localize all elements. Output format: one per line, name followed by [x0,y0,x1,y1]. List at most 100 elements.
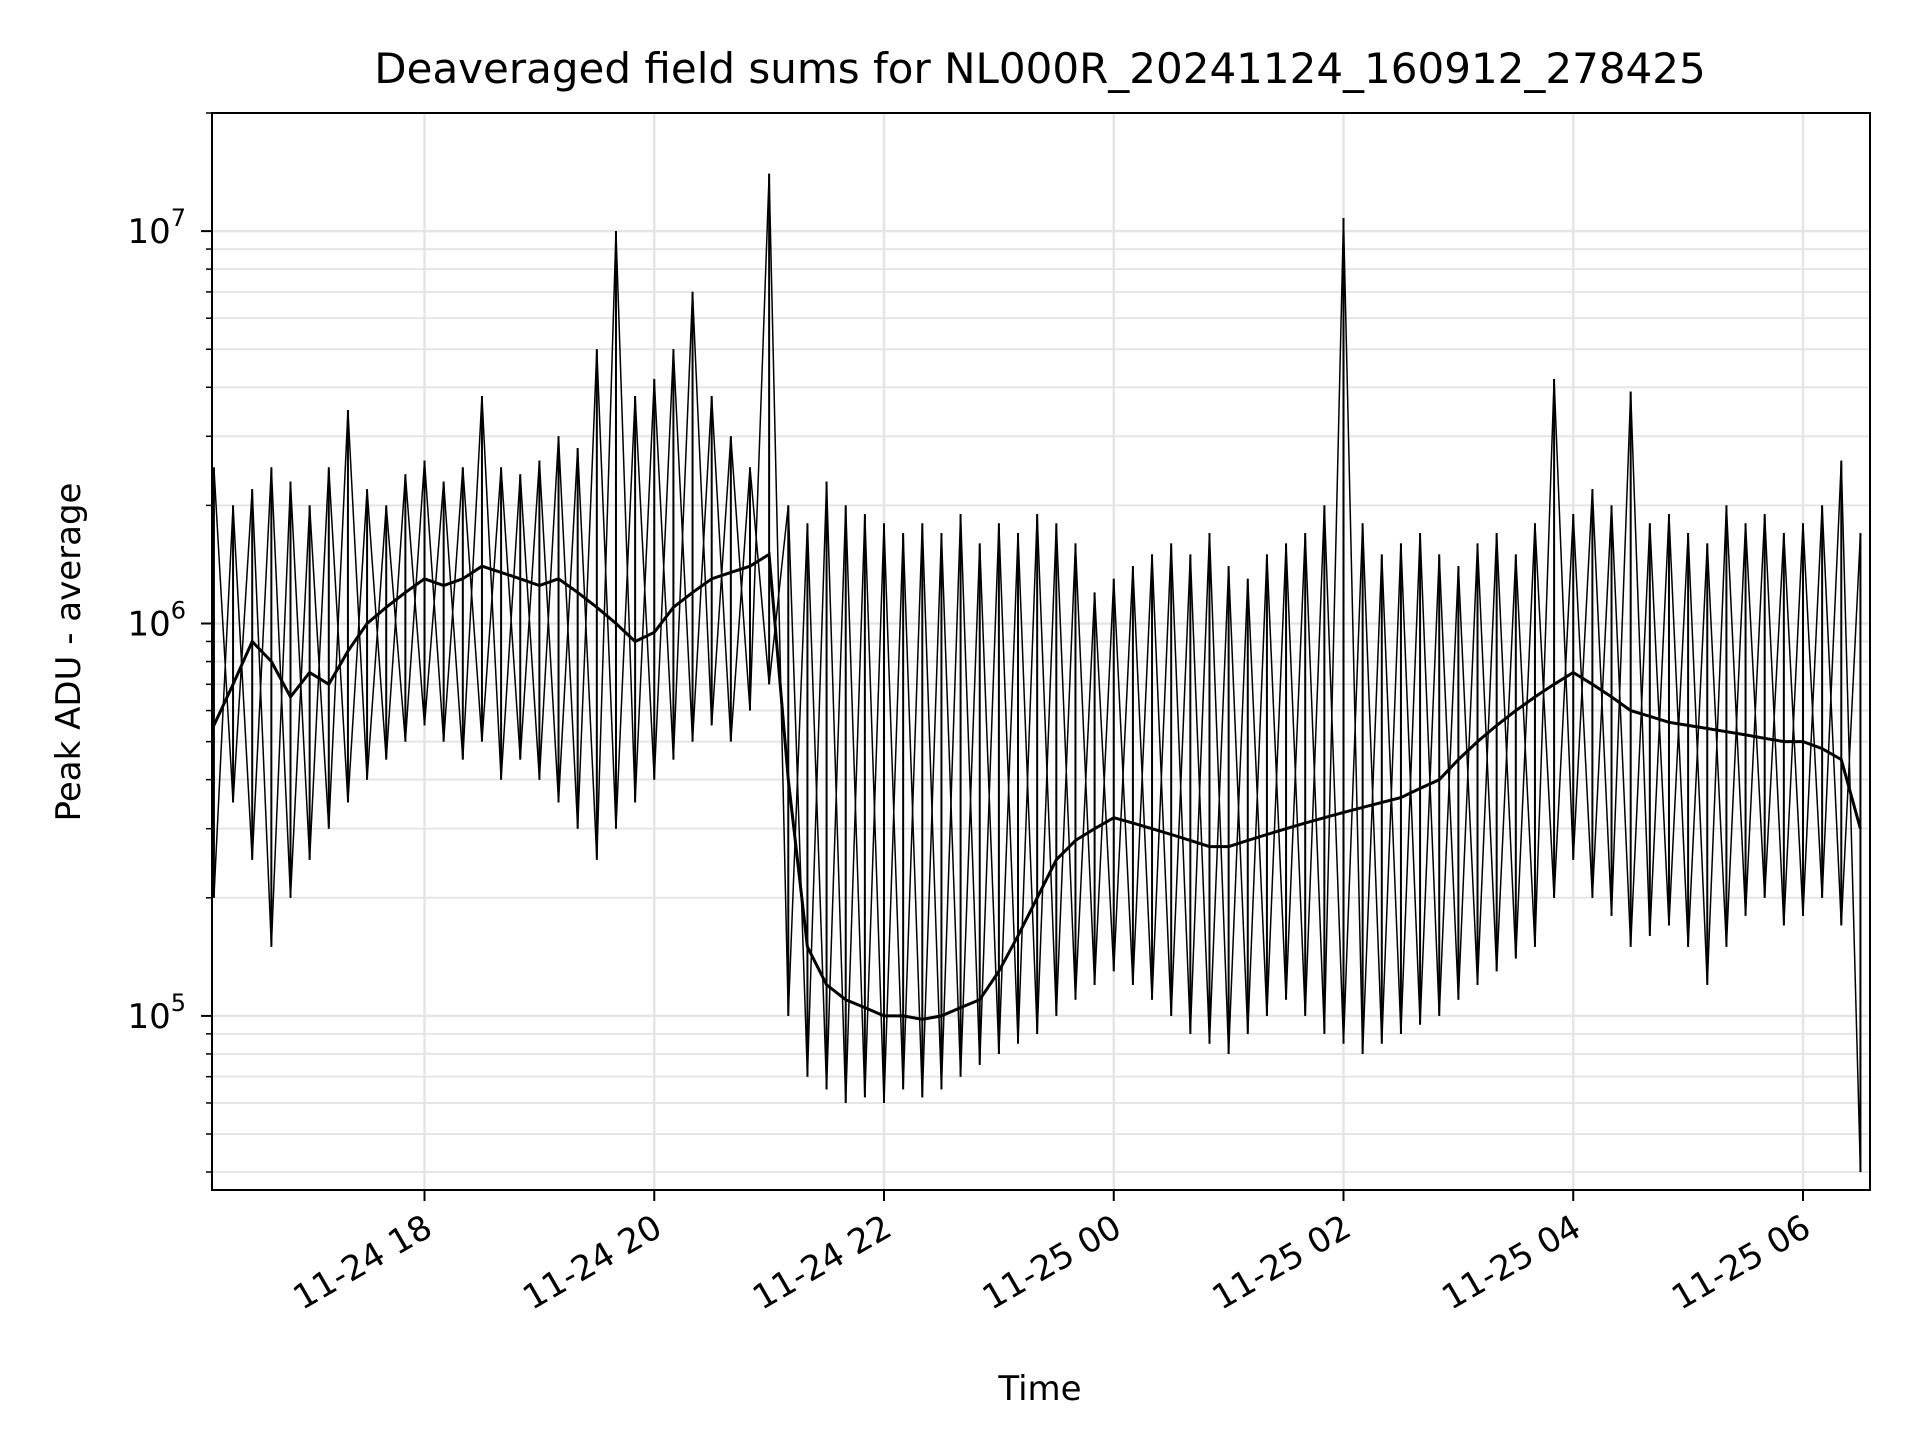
series-segment [806,523,828,1090]
series-segment [1342,217,1364,1054]
series-segment [1534,523,1555,898]
series-segment [1074,543,1096,985]
series-segment [1725,505,1747,916]
series-segment [442,481,464,760]
series-segment [634,395,656,780]
y-tick-label: 107 [127,204,186,252]
series-segment [691,291,713,726]
series-segment [1074,592,1096,1000]
series-segment [1189,554,1211,1044]
series-segment [1495,554,1517,972]
series-segment [538,436,560,780]
series-segment [825,481,847,1103]
series-segment [653,378,675,760]
series-segment [1783,533,1804,916]
series-segment [289,505,311,898]
series-segment [1610,505,1632,947]
series-segment [749,173,770,711]
series-segment [1495,533,1517,959]
series-segment [1208,533,1230,1054]
y-tick-label-exponent: 6 [171,597,186,625]
series-segment [1055,523,1077,1000]
series-segment [1304,505,1326,1016]
series-segment [385,505,407,742]
series-segment [1763,514,1785,926]
series-segment [1744,523,1766,898]
series-segment [883,523,904,1090]
series-segment [1093,592,1115,972]
series-segment [328,409,349,829]
series-segment [270,481,292,947]
series-segment [1438,554,1460,1000]
series-segment [940,533,962,1077]
series-segment [1381,554,1402,1034]
series-segment [749,467,770,685]
series-segment [423,460,445,742]
series-segment [998,523,1019,1044]
series-segment [710,395,732,742]
series-segment [347,409,368,780]
series-segment [1132,566,1153,1000]
y-axis-label: Peak ADU - average [49,483,89,822]
series-segment [328,467,349,803]
series-segment [921,523,943,1090]
series-segment [519,460,541,760]
series-segment [1227,566,1249,1034]
series-segment [1572,514,1594,898]
y-tick-label: 105 [127,989,186,1037]
series-segment [1247,578,1268,1016]
series-segment [404,474,426,726]
series-segment [1419,533,1440,1016]
series-segment [366,489,387,760]
series-segment [1151,554,1172,1016]
series-segment [1553,378,1574,860]
series-segment [615,231,636,803]
series-segment [232,489,253,803]
series-segment [1610,391,1632,916]
series-segment [691,395,713,742]
series-segment [1668,514,1689,947]
series-segment [347,489,368,803]
series-segment [1361,523,1383,1044]
series-segment [1534,378,1555,947]
series-segment [1515,554,1536,947]
series-segment [481,467,502,742]
y-tick-label: 106 [127,597,186,645]
series-segment [1266,554,1287,1000]
series-segment [844,505,866,1098]
series-segment [1706,543,1728,947]
y-tick-label-base: 10 [127,605,170,645]
y-tick-label-exponent: 5 [171,989,186,1017]
series-segment [1304,533,1326,1034]
series-segment [672,291,694,760]
series-segment [576,448,598,860]
series-segment [1591,489,1613,916]
series-segment [1840,460,1862,1173]
series-segment [787,505,809,1077]
plot-frame [211,112,1871,1191]
series-segment [730,467,751,742]
series-segment [1553,514,1574,898]
series-segment [213,467,234,803]
series-segment [481,395,502,780]
series-segment [1476,543,1498,972]
series-segment [1840,533,1862,926]
series-segment [1802,523,1823,898]
series-segment [251,467,273,860]
series-segment [730,436,751,711]
series-segment [864,514,885,1103]
series-segment [576,349,598,829]
series-segment [1323,217,1345,1034]
series-line [212,551,1862,1021]
series-segment [1323,505,1345,1044]
plot-area [212,173,1862,1173]
series-segment [442,467,464,742]
series-segment [500,467,521,760]
x-axis-label: Time [997,1369,1081,1409]
chart-title: Deaveraged field sums for NL000R_2024112… [374,44,1705,93]
series-segment [596,231,617,860]
series-segment [270,467,292,898]
series-segment [1457,566,1479,985]
series-segment [1572,489,1594,860]
